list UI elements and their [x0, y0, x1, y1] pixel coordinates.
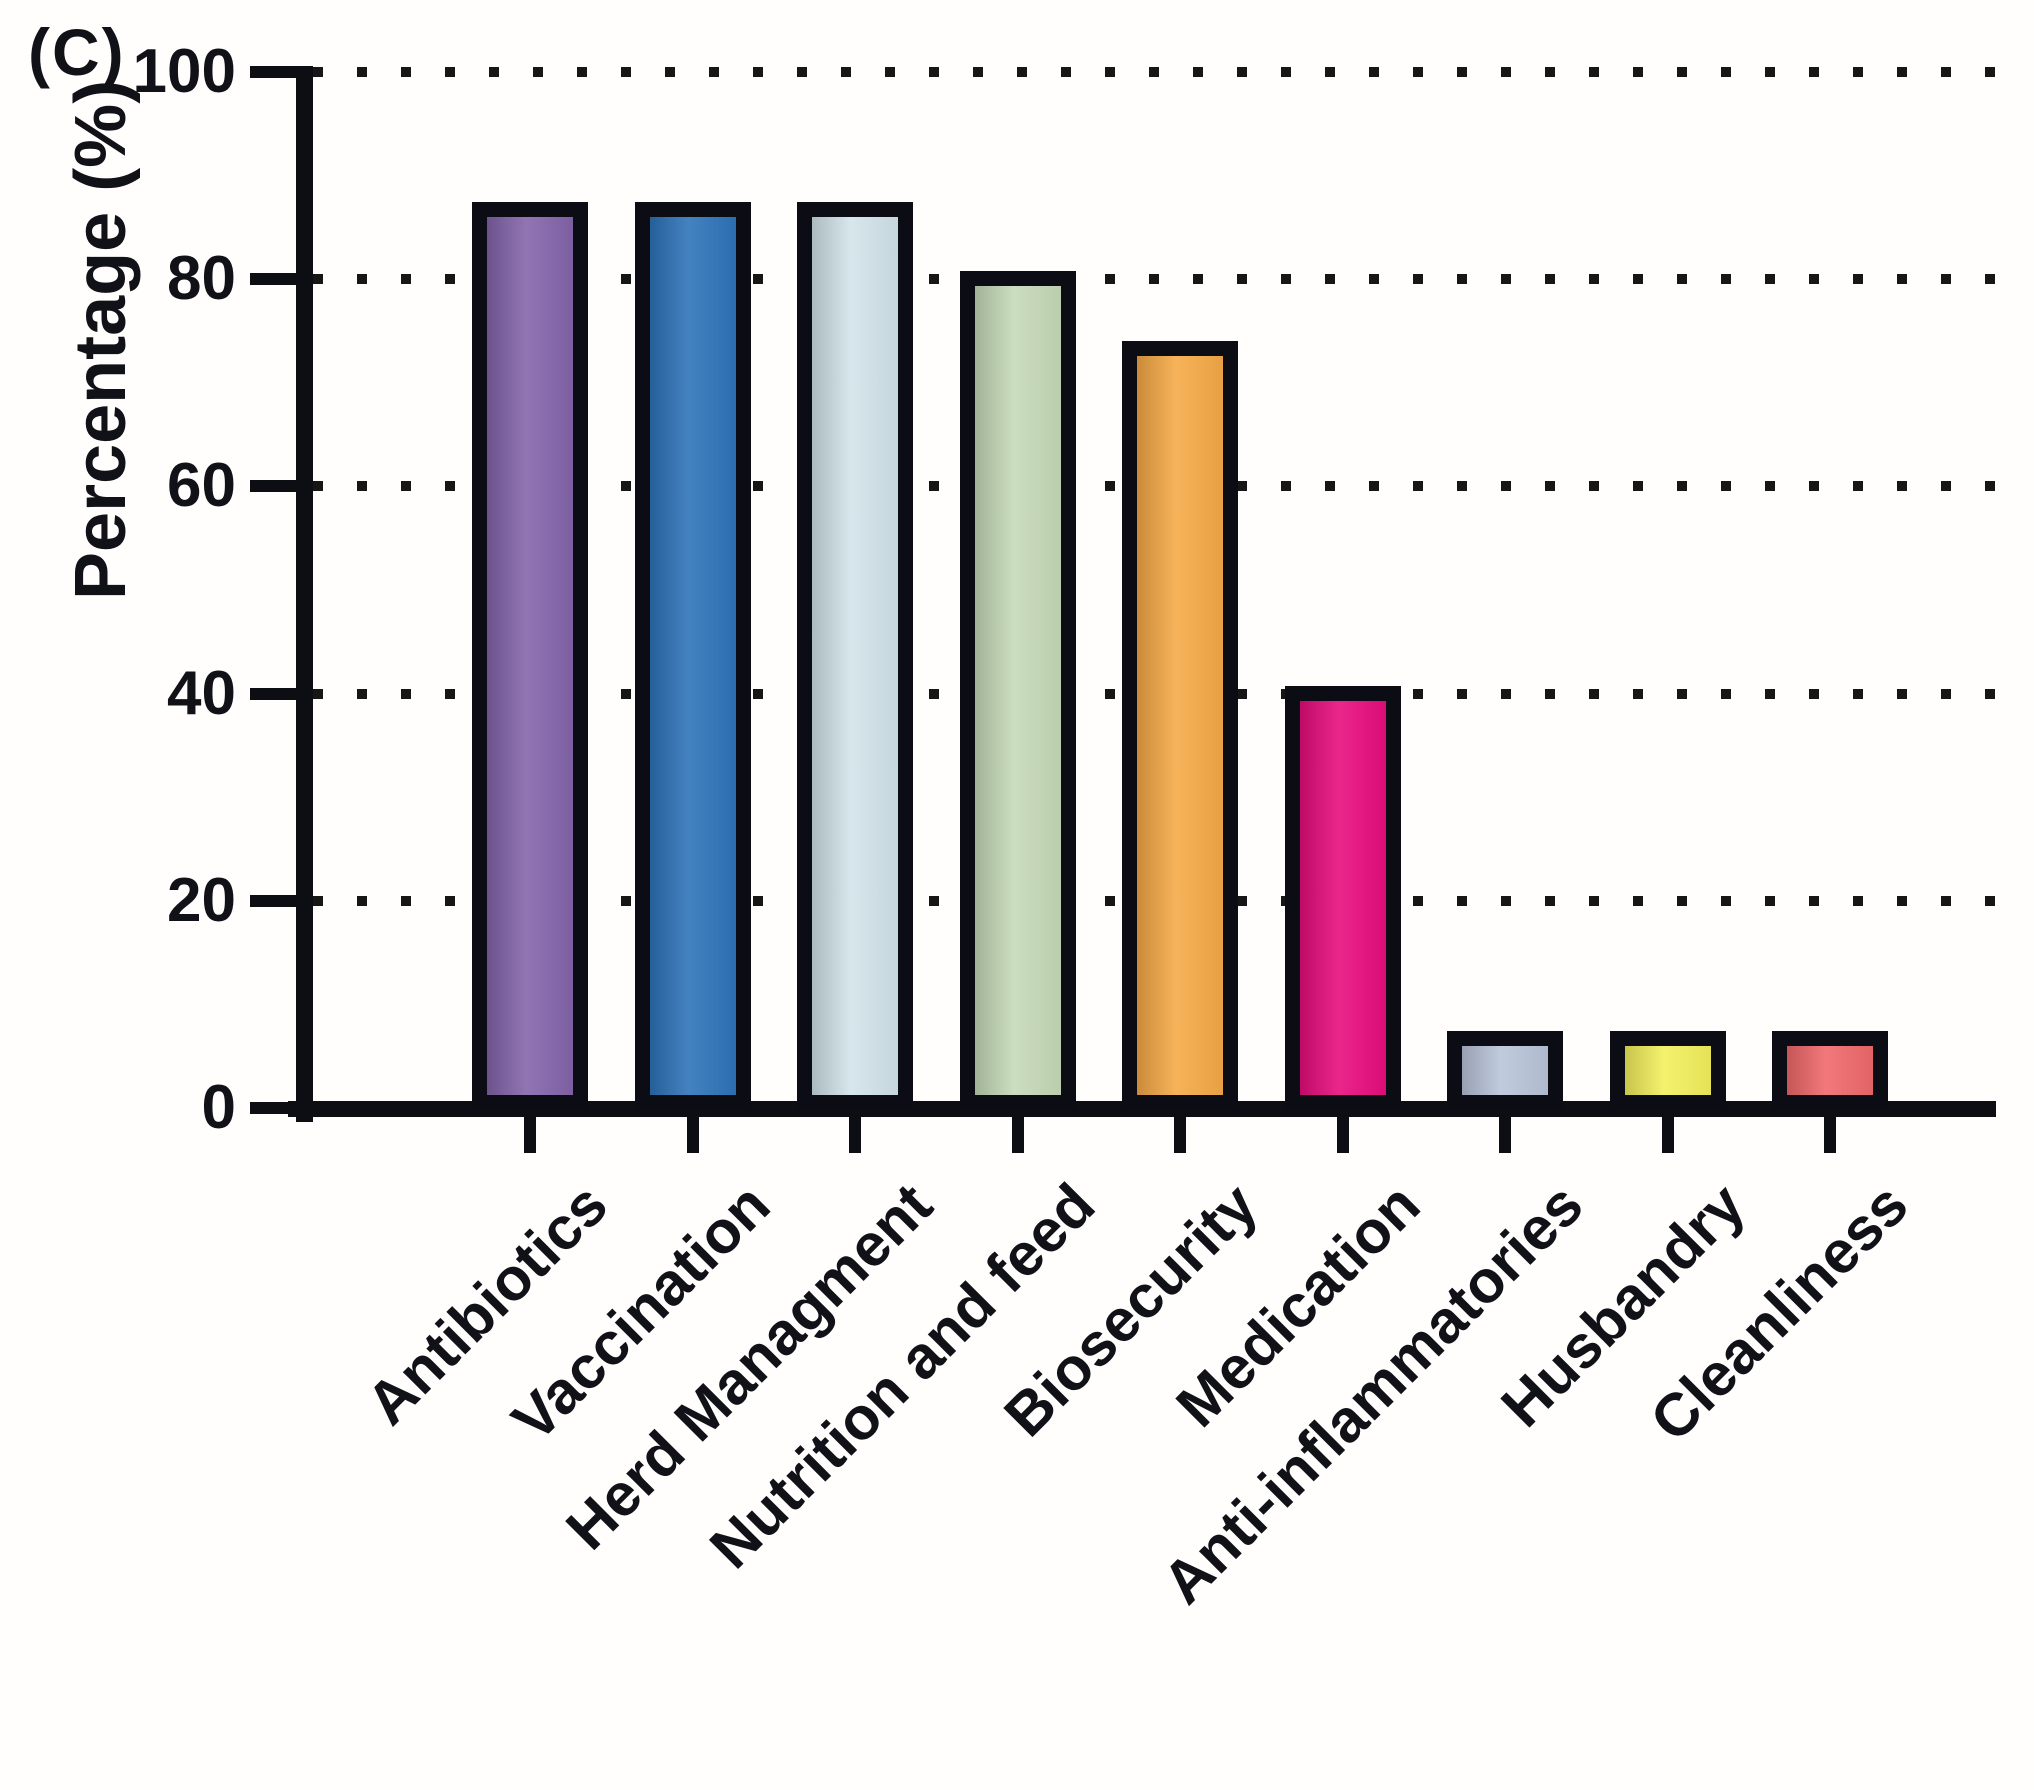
y-tick-20	[250, 894, 298, 907]
y-tick-60	[250, 480, 298, 493]
y-tick-80	[250, 273, 298, 286]
y-tick-label-40: 40	[167, 658, 236, 728]
y-tick-100	[250, 66, 298, 78]
x-tick-3	[1011, 1117, 1024, 1153]
x-tick-8	[1824, 1117, 1836, 1153]
y-tick-label-100: 100	[132, 37, 236, 106]
y-tick-label-80: 80	[167, 244, 236, 314]
bar-herd-managment	[797, 201, 913, 1110]
bar-husbandry	[1609, 1030, 1726, 1110]
gridline-80	[313, 274, 2012, 285]
y-tick-label-20: 20	[167, 865, 236, 935]
panel-label: (C)	[28, 15, 126, 89]
x-tick-2	[849, 1117, 861, 1153]
y-tick-0	[250, 1102, 298, 1114]
y-tick-label-0: 0	[201, 1073, 236, 1142]
x-tick-6	[1499, 1117, 1511, 1153]
bar-antibiotics	[472, 201, 588, 1110]
bar-biosecurity	[1122, 340, 1238, 1110]
y-axis-title: Percentage (%)	[61, 79, 141, 600]
bar-nutrition-and-feed	[959, 271, 1076, 1110]
x-tick-1	[686, 1117, 699, 1153]
y-tick-40	[250, 687, 298, 700]
bar-medication	[1284, 685, 1401, 1110]
y-tick-label-60: 60	[167, 451, 236, 521]
x-tick-4	[1174, 1117, 1186, 1153]
bar-anti-inflammatories	[1447, 1030, 1563, 1110]
bar-vaccination	[634, 201, 751, 1110]
x-tick-5	[1336, 1117, 1349, 1153]
gridline-100	[313, 67, 2012, 77]
x-tick-0	[524, 1117, 536, 1153]
y-axis-line	[296, 66, 313, 1122]
bar-cleanliness	[1772, 1030, 1888, 1110]
x-tick-7	[1661, 1117, 1674, 1153]
